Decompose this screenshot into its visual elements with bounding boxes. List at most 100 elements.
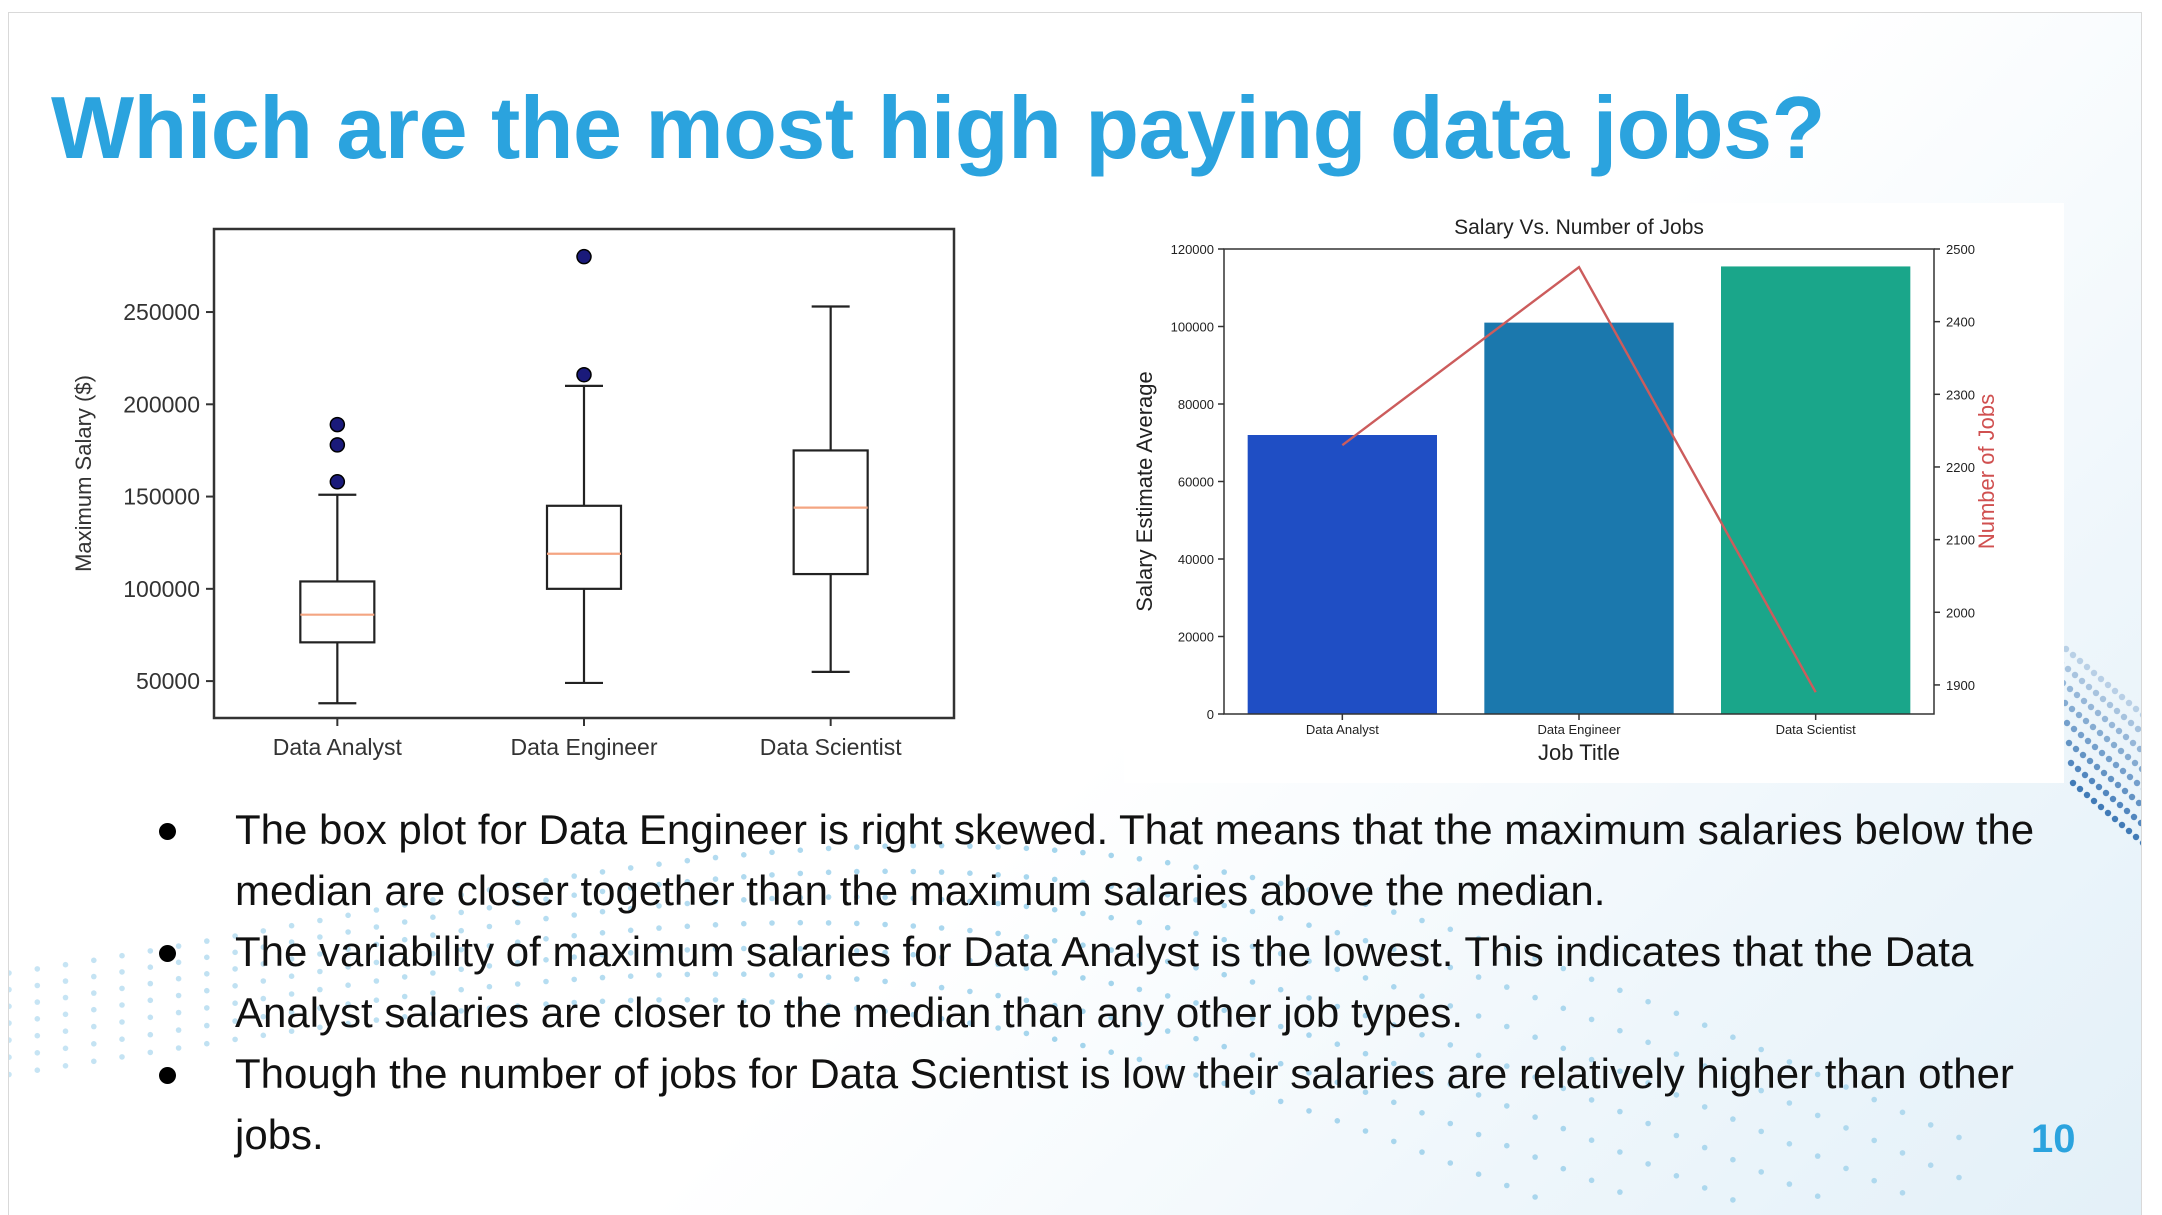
decor-dot <box>2077 658 2083 664</box>
decor-dot <box>63 1046 69 1052</box>
y-axis-label: Maximum Salary ($) <box>71 375 96 572</box>
decor-dot <box>2098 804 2104 810</box>
y-tick-label: 100000 <box>123 576 200 602</box>
page-number: 10 <box>2031 1117 2076 1162</box>
y-tick-label: 20000 <box>1178 630 1214 645</box>
x-tick-label: Data Engineer <box>1537 722 1621 737</box>
decor-dot <box>119 1019 125 1025</box>
decor-dot <box>2123 734 2129 740</box>
decor-dot <box>119 1054 125 1060</box>
x-tick-label: Data Analyst <box>1306 722 1379 737</box>
decor-dot <box>35 966 41 972</box>
chart-title: Salary Vs. Number of Jobs <box>1454 216 1704 239</box>
y-axis-label: Salary Estimate Average <box>1132 371 1157 612</box>
decor-dot <box>119 986 125 992</box>
decor-dot <box>35 1067 41 1073</box>
decor-dot <box>2085 738 2091 744</box>
decor-dot <box>2102 716 2108 722</box>
decor-dot <box>2108 776 2114 782</box>
decor-dot <box>1758 1169 1764 1175</box>
x-tick-label: Data Scientist <box>1776 722 1857 737</box>
decor-dot <box>2078 732 2084 738</box>
decor-dot <box>2132 760 2138 766</box>
decor-dot <box>2113 762 2119 768</box>
decor-dot <box>2104 736 2110 742</box>
decor-dot <box>1532 1194 1538 1200</box>
y-tick-label: 80000 <box>1178 397 1214 412</box>
decor-dot <box>2066 740 2072 746</box>
decor-dot <box>35 1016 41 1022</box>
decor-dot <box>63 1028 69 1034</box>
decor-dot <box>2098 676 2104 682</box>
decor-dot <box>2070 652 2076 658</box>
decor-dot <box>2074 692 2080 698</box>
decor-dot <box>2065 666 2071 672</box>
decor-dot <box>91 1041 97 1047</box>
decor-dot <box>1900 1190 1906 1196</box>
y-right-axis-label: Number of Jobs <box>1974 394 1999 549</box>
iqr-box <box>547 506 621 589</box>
decor-dot <box>91 990 97 996</box>
x-tick-label: Data Engineer <box>510 734 657 760</box>
bullet-item: Though the number of jobs for Data Scien… <box>149 1043 2049 1165</box>
decor-dot <box>2088 704 2094 710</box>
decor-dot <box>2101 770 2107 776</box>
decor-dot <box>2080 752 2086 758</box>
decor-dot <box>2118 748 2124 754</box>
y-tick-label: 40000 <box>1178 552 1214 567</box>
decor-dot <box>119 1036 125 1042</box>
decor-dot <box>2087 758 2093 764</box>
decor-dot <box>2097 730 2103 736</box>
decor-dot <box>2069 706 2075 712</box>
decor-dot <box>2099 750 2105 756</box>
decor-dot <box>119 1002 125 1008</box>
decor-dot <box>2083 718 2089 724</box>
decor-dot <box>63 978 69 984</box>
decor-dot <box>2117 802 2123 808</box>
decor-dot <box>2126 828 2132 834</box>
decor-dot <box>91 974 97 980</box>
decor-dot <box>63 1012 69 1018</box>
bullet-item: The box plot for Data Engineer is right … <box>149 799 2049 921</box>
decor-dot <box>1787 1181 1793 1187</box>
decor-dot <box>2135 726 2141 732</box>
x-tick-label: Data Analyst <box>273 734 403 760</box>
decor-dot <box>2137 746 2141 752</box>
decor-dot <box>119 953 125 959</box>
decor-dot <box>35 983 41 989</box>
decor-dot <box>2134 780 2140 786</box>
decor-dot <box>1617 1189 1623 1195</box>
decor-dot <box>2093 690 2099 696</box>
decor-dot <box>1702 1185 1708 1191</box>
decor-dot <box>9 1072 12 1078</box>
decor-dot <box>2086 684 2092 690</box>
bar-data-engineer <box>1484 323 1673 714</box>
decor-dot <box>63 995 69 1001</box>
decor-dot <box>2129 794 2135 800</box>
decor-dot <box>91 1024 97 1030</box>
decor-dot <box>9 1004 12 1010</box>
decor-dot <box>2070 780 2076 786</box>
decor-dot <box>9 987 12 993</box>
decor-dot <box>35 999 41 1005</box>
decor-dot <box>1561 1166 1567 1172</box>
decor-dot <box>1871 1178 1877 1184</box>
decor-dot <box>2100 696 2106 702</box>
decor-dot <box>9 1020 12 1026</box>
decor-dot <box>2084 664 2090 670</box>
y-tick-label: 250000 <box>123 299 200 325</box>
decor-dot <box>2122 788 2128 794</box>
y-right-tick-label: 2000 <box>1946 605 1975 620</box>
decor-dot <box>1674 1173 1680 1179</box>
decor-dot <box>1476 1171 1482 1177</box>
decor-dot <box>2133 706 2139 712</box>
decor-dot <box>1815 1193 1821 1199</box>
decor-dot <box>119 969 125 975</box>
decor-dot <box>9 970 12 976</box>
decor-dot <box>2127 774 2133 780</box>
y-right-tick-label: 2500 <box>1946 242 1975 257</box>
decor-dot <box>2090 724 2096 730</box>
decor-dot <box>2115 782 2121 788</box>
decor-dot <box>2091 798 2097 804</box>
